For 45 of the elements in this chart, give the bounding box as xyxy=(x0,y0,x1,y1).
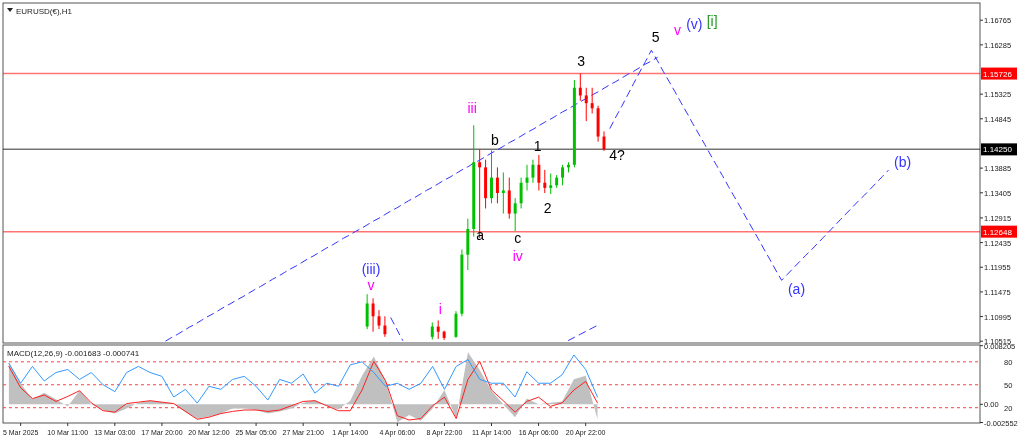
annotation: iii xyxy=(467,99,477,116)
candlestick xyxy=(531,159,535,184)
text: MACD(12,26,9) -0.001683 -0.000741 xyxy=(7,349,140,358)
text: EURUSD(€),H1 xyxy=(16,7,73,16)
candlestick xyxy=(513,197,517,232)
annotation: 4? xyxy=(609,146,625,163)
annotation: (v) xyxy=(686,15,703,32)
candlestick xyxy=(525,164,529,191)
candlestick xyxy=(371,297,375,333)
candlestick xyxy=(584,87,588,122)
annotation: (b) xyxy=(894,153,912,170)
candlestick xyxy=(537,154,541,191)
annotation: 2 xyxy=(543,199,552,216)
annotation: c xyxy=(514,229,522,246)
annotation: v xyxy=(367,276,375,293)
annotation: i xyxy=(438,300,442,317)
candlestick xyxy=(501,171,505,215)
annotation: (iii) xyxy=(361,260,381,277)
annotation: [i] xyxy=(706,12,718,29)
candlestick xyxy=(561,164,565,186)
annotation: 3 xyxy=(577,52,586,69)
annotation: b xyxy=(491,131,500,148)
ref-line-label: 1.15726 xyxy=(983,69,1013,79)
candlestick xyxy=(495,166,499,204)
candlestick xyxy=(549,173,553,195)
candlestick xyxy=(365,293,369,330)
line-series xyxy=(567,324,599,341)
candlestick xyxy=(454,310,458,339)
candlestick xyxy=(590,87,594,114)
annotation: 5 xyxy=(651,28,660,45)
candlestick xyxy=(507,177,511,220)
candlestick xyxy=(578,72,582,102)
annotation: 1 xyxy=(533,137,542,154)
candlestick xyxy=(490,149,493,204)
ref-line-label: 1.14250 xyxy=(983,145,1013,155)
candlestick xyxy=(436,319,440,340)
ref-line-label: 1.12648 xyxy=(983,227,1013,237)
candlestick xyxy=(543,169,547,194)
annotation: (a) xyxy=(787,280,806,297)
annotation: iv xyxy=(512,247,523,264)
candlestick xyxy=(519,177,523,209)
candlestick xyxy=(383,315,387,338)
annotation: v xyxy=(673,21,681,38)
candlestick xyxy=(478,148,482,239)
annotation: a xyxy=(476,226,485,243)
